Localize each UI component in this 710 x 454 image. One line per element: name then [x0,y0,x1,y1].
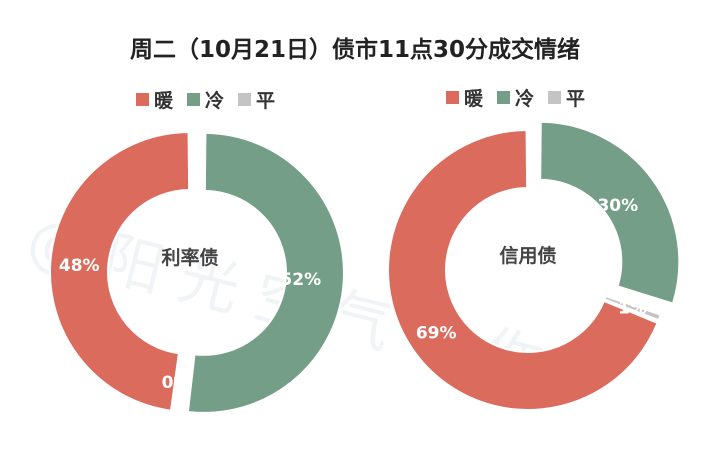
legend-swatch [497,91,511,104]
data-label: 69% [416,323,457,343]
legend-right: 暖冷平 [446,84,593,111]
data-label: 0% [162,373,191,393]
data-label: 30% [597,196,638,216]
donut-slice-credit-0 [387,128,659,411]
legend-item: 冷 [497,84,534,111]
legend-item: 暖 [136,86,173,113]
donut-slice-rate-0 [49,130,191,412]
donut-slice-credit-1 [539,120,681,305]
legend-item: 暖 [446,84,483,111]
donut-center-label: 利率债 [161,246,218,269]
legend-item: 平 [548,84,585,111]
legend-item: 冷 [187,86,224,113]
legend-swatch [446,91,459,104]
legend-label: 暖 [154,90,174,112]
donut-slice-credit-2 [603,294,662,322]
data-label: 48% [59,256,100,276]
legend-label: 冷 [205,90,225,112]
legend-swatch [136,93,149,106]
legend-label: 平 [256,90,276,112]
legend-label: 平 [566,88,586,110]
donut-center-label: 信用债 [499,244,556,267]
legend-left: 暖冷平 [136,86,283,113]
legend-swatch [187,93,201,106]
chart-title: 周二（10月21日）债市11点30分成交情绪 [129,37,581,63]
legend-swatch [548,91,562,104]
legend-swatch [238,93,252,106]
legend-label: 冷 [515,88,535,110]
donut-slice-rate-1 [186,131,345,414]
data-label: 52% [280,270,321,290]
legend-label: 暖 [464,88,484,110]
data-label: 1% [618,299,647,319]
legend-item: 平 [238,86,275,113]
